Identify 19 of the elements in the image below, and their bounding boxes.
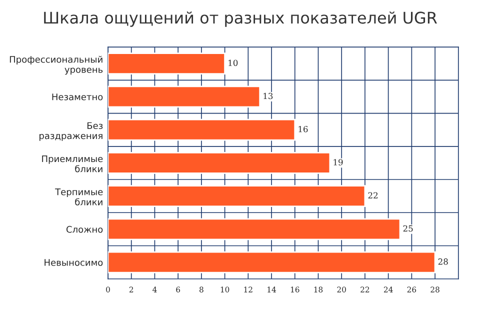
data-label: 10	[228, 60, 238, 66]
bar	[108, 52, 226, 75]
y-tick-label: Терпимые блики	[55, 188, 103, 206]
data-label: 19	[334, 159, 343, 166]
data-label: 28	[438, 258, 448, 265]
y-tick-label: Без раздражения	[40, 122, 103, 141]
bar	[108, 185, 366, 208]
y-tick-label: Незаметно	[52, 94, 103, 100]
y-tick-label: Сложно	[66, 226, 103, 233]
bar	[108, 118, 296, 141]
chart-title: Шкала ощущений от разных показателей UGR	[44, 11, 437, 27]
bar	[108, 251, 436, 274]
data-label: 25	[403, 225, 413, 232]
y-tick-label: Профессиональный уровень	[10, 56, 103, 75]
y-tick-label: Приемлимые блики	[42, 155, 103, 172]
data-label: 16	[298, 126, 308, 132]
data-label: 13	[264, 92, 273, 100]
data-label: 22	[368, 192, 378, 198]
y-tick-label: Невыносимо	[44, 259, 103, 266]
